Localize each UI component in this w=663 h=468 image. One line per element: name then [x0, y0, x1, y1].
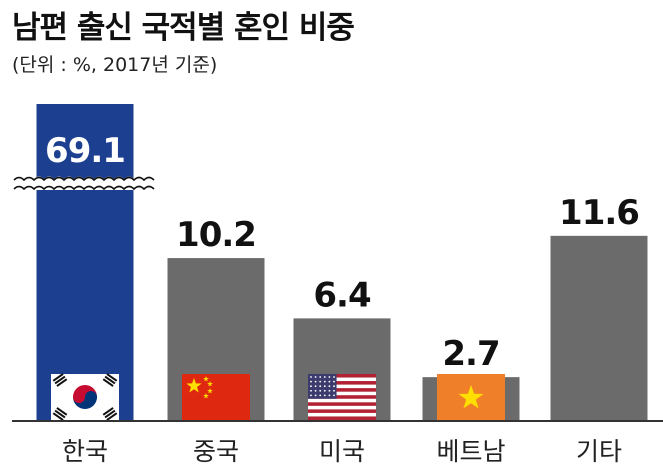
china-flag-icon	[182, 374, 250, 420]
category-label-2: 미국	[319, 437, 365, 466]
bar-group-4: 11.6 기타	[550, 193, 648, 466]
bar-0	[36, 104, 134, 420]
bar-group-0: 69.1 한국	[36, 104, 134, 466]
value-label-3: 2.7	[442, 334, 499, 374]
korea-flag-icon	[51, 373, 119, 421]
chart-title: 남편 출신 국적별 혼인 비중	[12, 10, 355, 46]
usa-flag-icon	[308, 374, 376, 421]
value-label-4: 11.6	[559, 193, 639, 233]
bar-group-2: 6.4 미국	[293, 275, 391, 466]
category-label-1: 중국	[193, 437, 239, 466]
bar-4	[550, 235, 648, 420]
category-label-3: 베트남	[436, 437, 505, 466]
value-label-1: 10.2	[176, 215, 256, 255]
bar-group-1: 10.2 중국	[167, 215, 265, 466]
category-label-0: 한국	[62, 437, 108, 466]
value-label-2: 6.4	[313, 275, 371, 315]
category-label-4: 기타	[576, 437, 622, 466]
value-label-0: 69.1	[45, 131, 125, 171]
bar-group-3: 2.7 베트남	[422, 334, 520, 466]
vietnam-flag-icon	[437, 374, 505, 420]
chart-subtitle: (단위 : %, 2017년 기준)	[12, 54, 218, 76]
axis-break-mark	[13, 176, 155, 191]
